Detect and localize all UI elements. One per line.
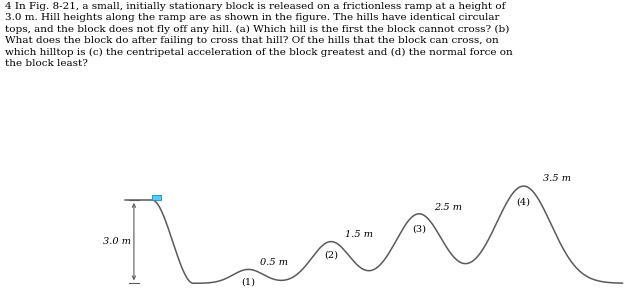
Text: (3): (3) [412,225,426,233]
Text: (2): (2) [324,251,338,260]
Text: 3.5 m: 3.5 m [543,174,571,183]
Text: (4): (4) [517,197,531,206]
Text: 2.5 m: 2.5 m [435,203,462,211]
Text: 3.0 m: 3.0 m [103,237,131,246]
Text: 4 In Fig. 8-21, a small, initially stationary block is released on a frictionles: 4 In Fig. 8-21, a small, initially stati… [5,2,513,68]
Text: 0.5 m: 0.5 m [260,258,288,267]
Text: 1.5 m: 1.5 m [345,230,372,239]
Polygon shape [151,195,162,200]
Text: (1): (1) [242,277,255,286]
